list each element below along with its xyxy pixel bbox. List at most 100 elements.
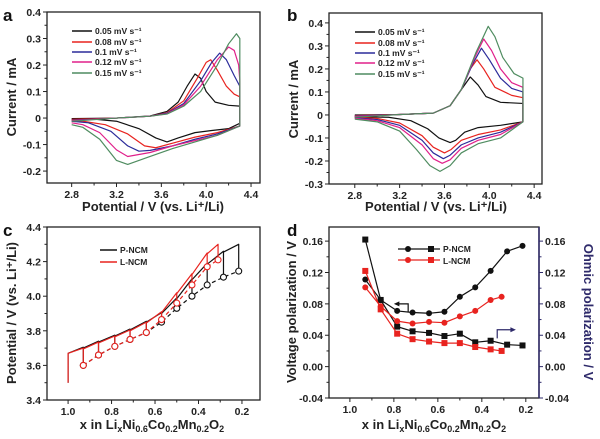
- y-tick-label: 3.6: [26, 360, 41, 372]
- y-tick-label: 0: [35, 113, 41, 125]
- ohmic-polarization-point: [487, 346, 494, 353]
- x-tick-label: 0.2: [235, 406, 250, 418]
- y-tick-label: 0.4: [308, 18, 323, 30]
- legend-entry: 0.15 mV s⁻¹: [95, 68, 142, 78]
- relaxed-dashed-line-L-NCM: [82, 259, 219, 366]
- y-tick-label: 0.08: [303, 299, 324, 311]
- ohmic-polarization-line-L-NCM: [364, 270, 502, 352]
- y-tick-label: 0.2: [26, 60, 41, 72]
- legend-entry: L-NCM: [120, 257, 147, 267]
- voltage-polarization-point: [394, 318, 401, 325]
- y-tick-label: 3.8: [26, 326, 41, 338]
- y2-tick-label: 0.16: [545, 236, 566, 248]
- y-tick-label: -0.04: [299, 393, 323, 405]
- x-tick-label: 0.6: [148, 406, 163, 418]
- legend-square-marker: [428, 257, 434, 263]
- legend-entry: 0.12 mV s⁻¹: [378, 58, 425, 68]
- voltage-polarization-point: [487, 296, 494, 303]
- x-tick-label: 0.6: [431, 404, 446, 416]
- y-tick-label: -0.2: [23, 166, 41, 178]
- voltage-polarization-point: [426, 310, 433, 317]
- voltage-polarization-point: [409, 309, 416, 316]
- x-axis-label-a: Potential / V (vs. Li⁺/Li): [82, 199, 224, 214]
- y2-tick-label: 0.08: [545, 299, 566, 311]
- voltage-polarization-point: [472, 284, 479, 291]
- voltage-polarization-point: [487, 267, 494, 274]
- cv-curve-b-4: [354, 25, 524, 172]
- ohmic-polarization-point: [487, 337, 494, 344]
- x-tick-label: 2.8: [347, 190, 362, 202]
- legend-entry: 0.08 mV s⁻¹: [378, 38, 425, 48]
- cv-curve-a-1: [71, 59, 241, 149]
- ohmic-polarization-point: [504, 341, 511, 348]
- y2-tick-label: -0.04: [545, 393, 569, 405]
- x-tick-label: 4.0: [199, 189, 214, 201]
- ohmic-polarization-point: [441, 340, 448, 347]
- legend-square-marker: [428, 246, 434, 252]
- ohmic-polarization-point: [394, 323, 401, 330]
- legend-entry: 0.05 mV s⁻¹: [378, 27, 425, 37]
- panel-label-a: a: [3, 6, 13, 25]
- ohmic-polarization-point: [498, 347, 505, 354]
- y-tick-label: 0: [317, 110, 323, 122]
- voltage-polarization-point: [441, 308, 448, 315]
- x-tick-label: 4.0: [482, 190, 497, 202]
- voltage-polarization-point: [394, 307, 401, 314]
- ohmic-polarization-point: [409, 328, 416, 335]
- x-tick-label: 0.2: [519, 404, 534, 416]
- y-axis-label-b: Current / mA: [286, 59, 301, 138]
- y2-tick-label: 0.04: [545, 330, 566, 342]
- cv-curve-a-4: [71, 33, 241, 166]
- ohmic-polarization-point: [362, 267, 369, 274]
- panel-label-b: b: [287, 6, 297, 25]
- y-tick-label: 0.1: [26, 87, 41, 99]
- y-tick-label: -0.1: [23, 140, 41, 152]
- voltage-polarization-point: [362, 276, 369, 283]
- x-tick-label: 0.4: [475, 404, 490, 416]
- ohmic-polarization-point: [426, 329, 433, 336]
- y-axis-label-c: Potential / V (vs. Li⁺/Li): [4, 242, 19, 384]
- legend-a: 0.05 mV s⁻¹ 0.08 mV s⁻¹ 0.1 mV s⁻¹ 0.12 …: [95, 26, 142, 78]
- voltage-polarization-point: [362, 284, 369, 291]
- x-tick-label: 0.8: [387, 404, 402, 416]
- x-axis-label-c: x in LixNi0.6Co0.2Mn0.2O2: [80, 417, 224, 434]
- ohmic-polarization-point: [362, 236, 369, 243]
- relaxed-point-marker: [94, 351, 103, 359]
- y-tick-label: -0.1: [305, 133, 323, 145]
- x-tick-label: 3.2: [392, 190, 407, 202]
- plot-frame-a: [46, 11, 261, 184]
- y-tick-label: -0.2: [305, 156, 323, 168]
- voltage-polarization-line-L-NCM: [364, 287, 502, 325]
- y-tick-label: 0.00: [303, 362, 324, 374]
- y-axis-label-d: Voltage polarization / V: [284, 241, 299, 383]
- ohmic-polarization-point: [441, 333, 448, 340]
- ohmic-polarization-point: [409, 336, 416, 343]
- relaxed-point-marker: [188, 292, 196, 300]
- relaxed-point-marker: [142, 328, 150, 337]
- ohmic-polarization-point: [456, 340, 463, 347]
- relaxed-point-marker: [203, 281, 211, 289]
- y-axis-label-a: Current / mA: [4, 57, 19, 136]
- voltage-polarization-point: [426, 318, 433, 325]
- x-tick-label: 0.8: [104, 406, 119, 418]
- x-tick-label: 3.6: [154, 189, 169, 201]
- y2-axis-label-d: Ohmic polarization / V: [581, 244, 596, 381]
- voltage-polarization-point: [441, 319, 448, 326]
- relaxed-point-marker: [235, 267, 243, 275]
- x-tick-label: 4.4: [244, 189, 259, 201]
- legend-d: P-NCM L-NCM: [443, 244, 471, 266]
- x-axis-label-d: x in LixNi0.6Co0.2Mn0.2O2: [362, 417, 506, 434]
- ohmic-polarization-point: [377, 296, 384, 303]
- y-tick-label: 4.0: [26, 291, 41, 303]
- voltage-polarization-point: [498, 293, 505, 300]
- relaxed-point-marker: [126, 335, 134, 344]
- arrowhead-right-icon: [510, 327, 516, 333]
- legend-entry: L-NCM: [443, 256, 470, 266]
- plot-frame-c: [46, 226, 261, 401]
- ohmic-polarization-point: [394, 330, 401, 337]
- relaxed-point-marker: [188, 281, 196, 289]
- y-tick-label: 0.04: [303, 330, 324, 342]
- voltage-polarization-point: [409, 320, 416, 327]
- y-tick-label: 4.4: [26, 222, 41, 234]
